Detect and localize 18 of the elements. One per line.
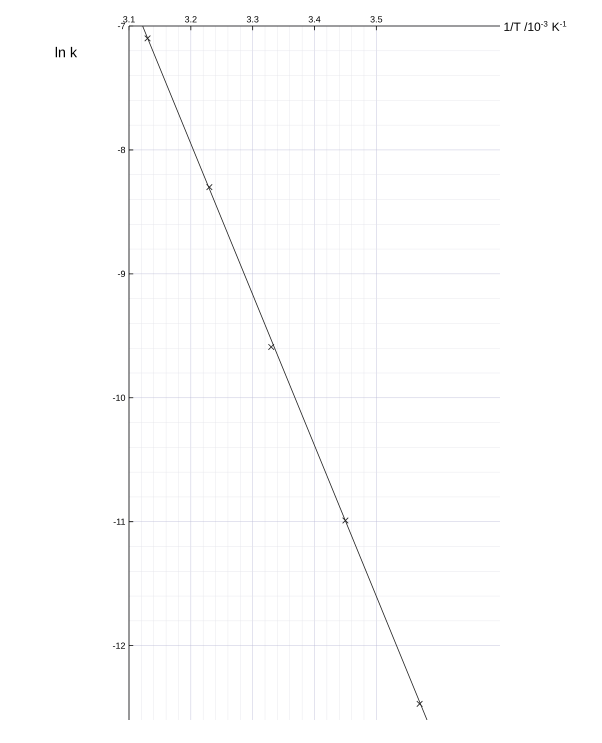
x-tick-label: 3.2: [184, 16, 197, 22]
x-tick-label: 3.5: [370, 16, 382, 22]
x-tick-label: 3.4: [308, 16, 320, 22]
y-tick-label: -8: [118, 146, 126, 154]
y-tick-label: -9: [118, 270, 126, 278]
x-axis-title: 1/T /10$^{-3}$ K$^{-1}$: [504, 20, 566, 31]
y-tick-label: -10: [112, 394, 126, 401]
y-tick-label: -7: [118, 22, 126, 30]
y-tick-label: -12: [112, 642, 126, 649]
x-tick-label: 3.1: [123, 16, 135, 22]
y-axis-title: ln k: [56, 46, 78, 58]
point: [144, 35, 151, 42]
point: [268, 344, 274, 350]
point: [206, 184, 213, 190]
x-tick-label: 3.3: [246, 16, 259, 22]
point: [342, 517, 349, 524]
point: [416, 700, 423, 708]
y-tick-label: -11: [114, 518, 126, 525]
